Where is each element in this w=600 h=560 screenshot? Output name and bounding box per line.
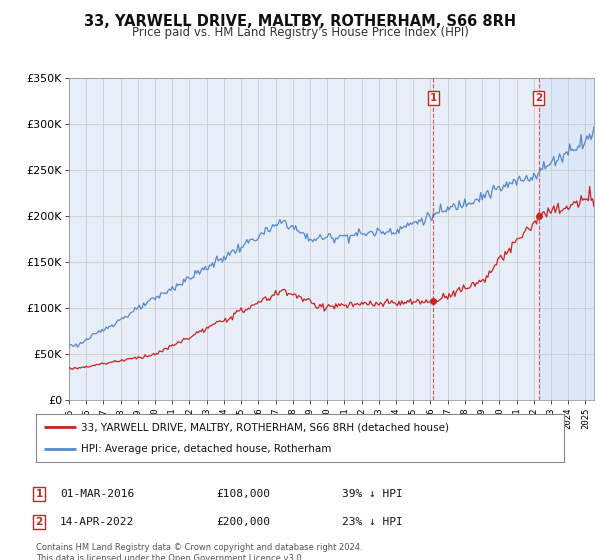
Text: 33, YARWELL DRIVE, MALTBY, ROTHERHAM, S66 8RH: 33, YARWELL DRIVE, MALTBY, ROTHERHAM, S6… [84,14,516,29]
Text: 1: 1 [35,489,43,499]
Text: Contains HM Land Registry data © Crown copyright and database right 2024.
This d: Contains HM Land Registry data © Crown c… [36,543,362,560]
Text: Price paid vs. HM Land Registry's House Price Index (HPI): Price paid vs. HM Land Registry's House … [131,26,469,39]
Text: 33, YARWELL DRIVE, MALTBY, ROTHERHAM, S66 8RH (detached house): 33, YARWELL DRIVE, MALTBY, ROTHERHAM, S6… [81,422,449,432]
Text: 2: 2 [535,93,542,103]
Text: 1: 1 [430,93,437,103]
Text: 14-APR-2022: 14-APR-2022 [60,517,134,527]
Text: 23% ↓ HPI: 23% ↓ HPI [342,517,403,527]
Text: HPI: Average price, detached house, Rotherham: HPI: Average price, detached house, Roth… [81,444,331,454]
Text: £200,000: £200,000 [216,517,270,527]
Text: 01-MAR-2016: 01-MAR-2016 [60,489,134,499]
Text: £108,000: £108,000 [216,489,270,499]
Bar [539,78,594,400]
Text: 39% ↓ HPI: 39% ↓ HPI [342,489,403,499]
Text: 2: 2 [35,517,43,527]
